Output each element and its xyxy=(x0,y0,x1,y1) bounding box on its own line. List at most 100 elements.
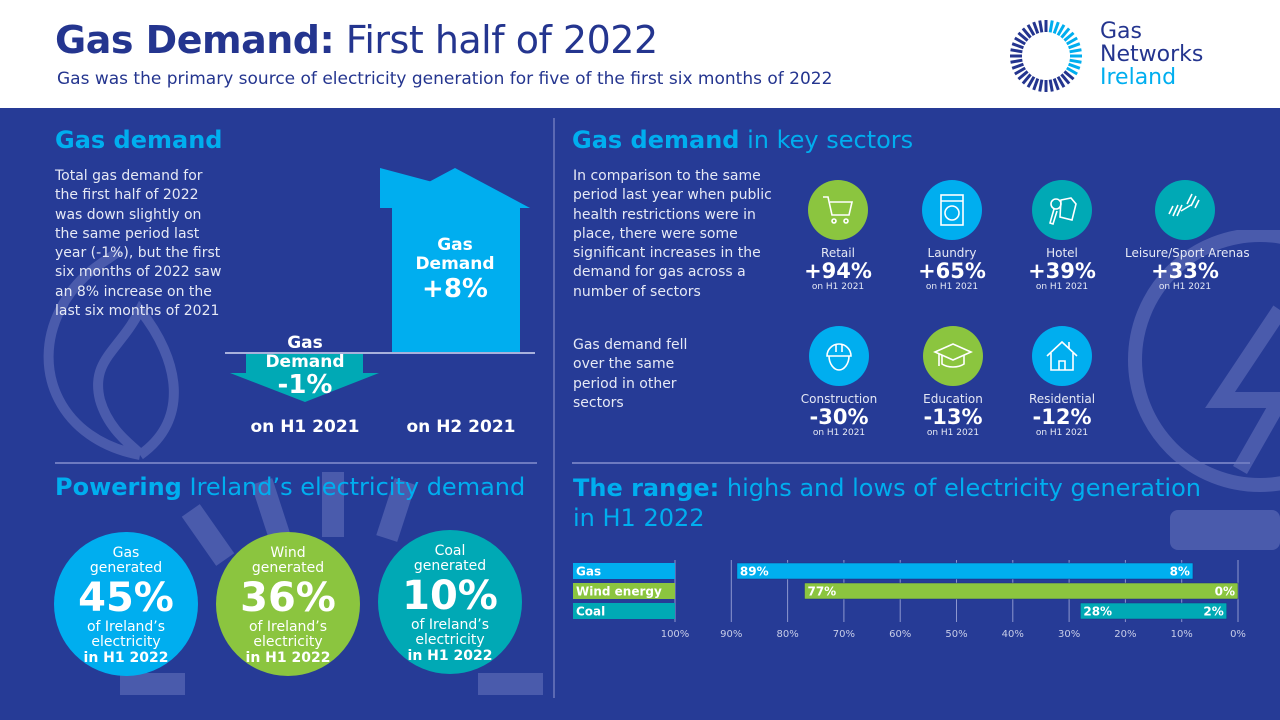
x-tick-label: 40% xyxy=(1002,629,1024,640)
down-arrow-label: Gas Demand -1% xyxy=(245,334,365,400)
logo-ray xyxy=(1014,36,1026,46)
gas-demand-heading: Gas demand xyxy=(55,126,223,154)
house-icon xyxy=(1032,326,1092,386)
logo-ray xyxy=(1060,27,1071,39)
sector-laundry: Laundry +65% on H1 2021 xyxy=(897,180,1007,292)
logo-ray xyxy=(1026,24,1036,36)
down-arrow xyxy=(230,353,380,402)
sectors-intro-increase: In comparison to the same period last ye… xyxy=(573,168,772,300)
range-low-label: 0% xyxy=(1215,585,1235,599)
sunburst-ray-decoration xyxy=(120,673,185,695)
logo-ray xyxy=(1063,31,1075,42)
x-tick-label: 50% xyxy=(945,629,967,640)
range-low-label: 2% xyxy=(1203,605,1223,619)
category-label: Wind energy xyxy=(576,585,662,599)
logo-ray xyxy=(1011,42,1024,50)
hotel-key-icon xyxy=(1032,180,1092,240)
logo-ray xyxy=(1068,62,1081,70)
logo-ray xyxy=(1068,42,1081,50)
logo-ray xyxy=(1010,58,1023,64)
logo-ray xyxy=(1069,48,1082,54)
dumbbell-icon xyxy=(1155,180,1215,240)
gas-generated-circle: Gas generated 45% of Ireland’s electricity… xyxy=(54,532,198,676)
sector-leisure: Leisure/Sport Arenas +33% on H1 2021 xyxy=(1125,180,1250,292)
x-tick-label: 30% xyxy=(1058,629,1080,640)
logo-ray xyxy=(1026,76,1036,88)
logo-ray xyxy=(1021,27,1032,39)
down-arrow-value: -1% xyxy=(277,370,333,400)
powering-heading: Powering Ireland’s electricity demand xyxy=(55,473,526,501)
up-arrow-value: +8% xyxy=(422,274,488,304)
x-tick-label: 100% xyxy=(661,629,690,640)
page-subtitle: Gas was the primary source of electricit… xyxy=(57,69,833,89)
gas-demand-arrows xyxy=(225,168,535,402)
range-heading: The range: highs and lows of electricity… xyxy=(573,474,1201,532)
gas-networks-ireland-logo-icon xyxy=(1010,20,1082,92)
flame-watermark-icon xyxy=(43,250,179,460)
sector-retail: Retail +94% on H1 2021 xyxy=(783,180,893,292)
logo-ray xyxy=(1038,79,1044,92)
hard-hat-icon xyxy=(809,326,869,386)
logo-line2: Networks xyxy=(1100,42,1204,67)
wind-generated-circle: Wind generated 36% of Ireland’s electricit… xyxy=(216,532,360,676)
range-high-label: 77% xyxy=(807,585,836,599)
category-label-bg xyxy=(573,583,675,599)
left-horizontal-divider xyxy=(55,462,537,464)
vertical-divider xyxy=(553,118,555,698)
washing-machine-icon xyxy=(922,180,982,240)
logo-ray xyxy=(1069,58,1082,64)
graduation-cap-icon xyxy=(923,326,983,386)
logo-text: Gas Networks Ireland xyxy=(1100,20,1203,89)
logo-ray xyxy=(1066,66,1078,76)
sector-education: Education -13% on H1 2021 xyxy=(898,326,1008,438)
range-high-label: 28% xyxy=(1083,605,1112,619)
coal-generated-circle: Coal generated 10% of Ireland’s electricit… xyxy=(378,530,522,674)
down-arrow-caption: on H1 2021 xyxy=(250,417,360,437)
title-rest: First half of 2022 xyxy=(334,18,658,62)
logo-ray xyxy=(1056,24,1066,36)
range-bar xyxy=(736,562,1194,580)
logo-ray xyxy=(1048,20,1054,33)
range-bar xyxy=(804,582,1239,600)
sunburst-ray-decoration xyxy=(322,472,344,537)
logo-line3: Ireland xyxy=(1100,65,1177,90)
logo-line1: Gas xyxy=(1100,19,1142,44)
shopping-cart-icon xyxy=(808,180,868,240)
sector-hotel: Hotel +39% on H1 2021 xyxy=(1007,180,1117,292)
logo-ray xyxy=(1011,62,1024,70)
page-title: Gas Demand: First half of 2022 xyxy=(55,18,658,62)
logo-ray xyxy=(1017,70,1029,81)
logo-ray xyxy=(1066,36,1078,46)
x-tick-label: 60% xyxy=(889,629,911,640)
logo-ray xyxy=(1056,76,1066,88)
range-low-label: 8% xyxy=(1170,565,1190,579)
logo-ray xyxy=(1032,78,1040,91)
range-high-label: 89% xyxy=(740,565,769,579)
logo-ray xyxy=(1060,73,1071,85)
x-tick-label: 70% xyxy=(833,629,855,640)
up-arrow-label: Gas Demand +8% xyxy=(395,236,515,305)
up-arrow xyxy=(380,168,530,353)
logo-ray xyxy=(1014,66,1026,76)
logo-ray xyxy=(1017,31,1029,42)
logo-ray xyxy=(1063,70,1075,81)
range-chart: 100% 90% 80% 70% 60% 50% 40% 30% 20% 10% 0% Gas 89% 8… xyxy=(573,560,1246,640)
logo-ray xyxy=(1032,21,1040,34)
logo-ray xyxy=(1052,78,1060,91)
x-tick-label: 10% xyxy=(1171,629,1193,640)
x-tick-label: 20% xyxy=(1114,629,1136,640)
title-bold: Gas Demand: xyxy=(55,18,335,62)
category-label-bg xyxy=(573,563,675,579)
x-tick-label: 80% xyxy=(776,629,798,640)
up-arrow-caption: on H2 2021 xyxy=(406,417,516,437)
x-tick-label: 90% xyxy=(720,629,742,640)
x-tick-label: 0% xyxy=(1230,629,1246,640)
category-label: Gas xyxy=(576,565,601,579)
sectors-intro-decrease: Gas demand fell over the same period in … xyxy=(573,337,688,411)
range-bar xyxy=(1080,602,1227,620)
logo-ray xyxy=(1052,21,1060,34)
gas-demand-body: Total gas demand for the first half of 2… xyxy=(55,168,222,320)
sunburst-ray-decoration xyxy=(478,673,543,695)
sectors-heading: Gas demand in key sectors xyxy=(572,126,914,154)
logo-ray xyxy=(1048,79,1054,92)
